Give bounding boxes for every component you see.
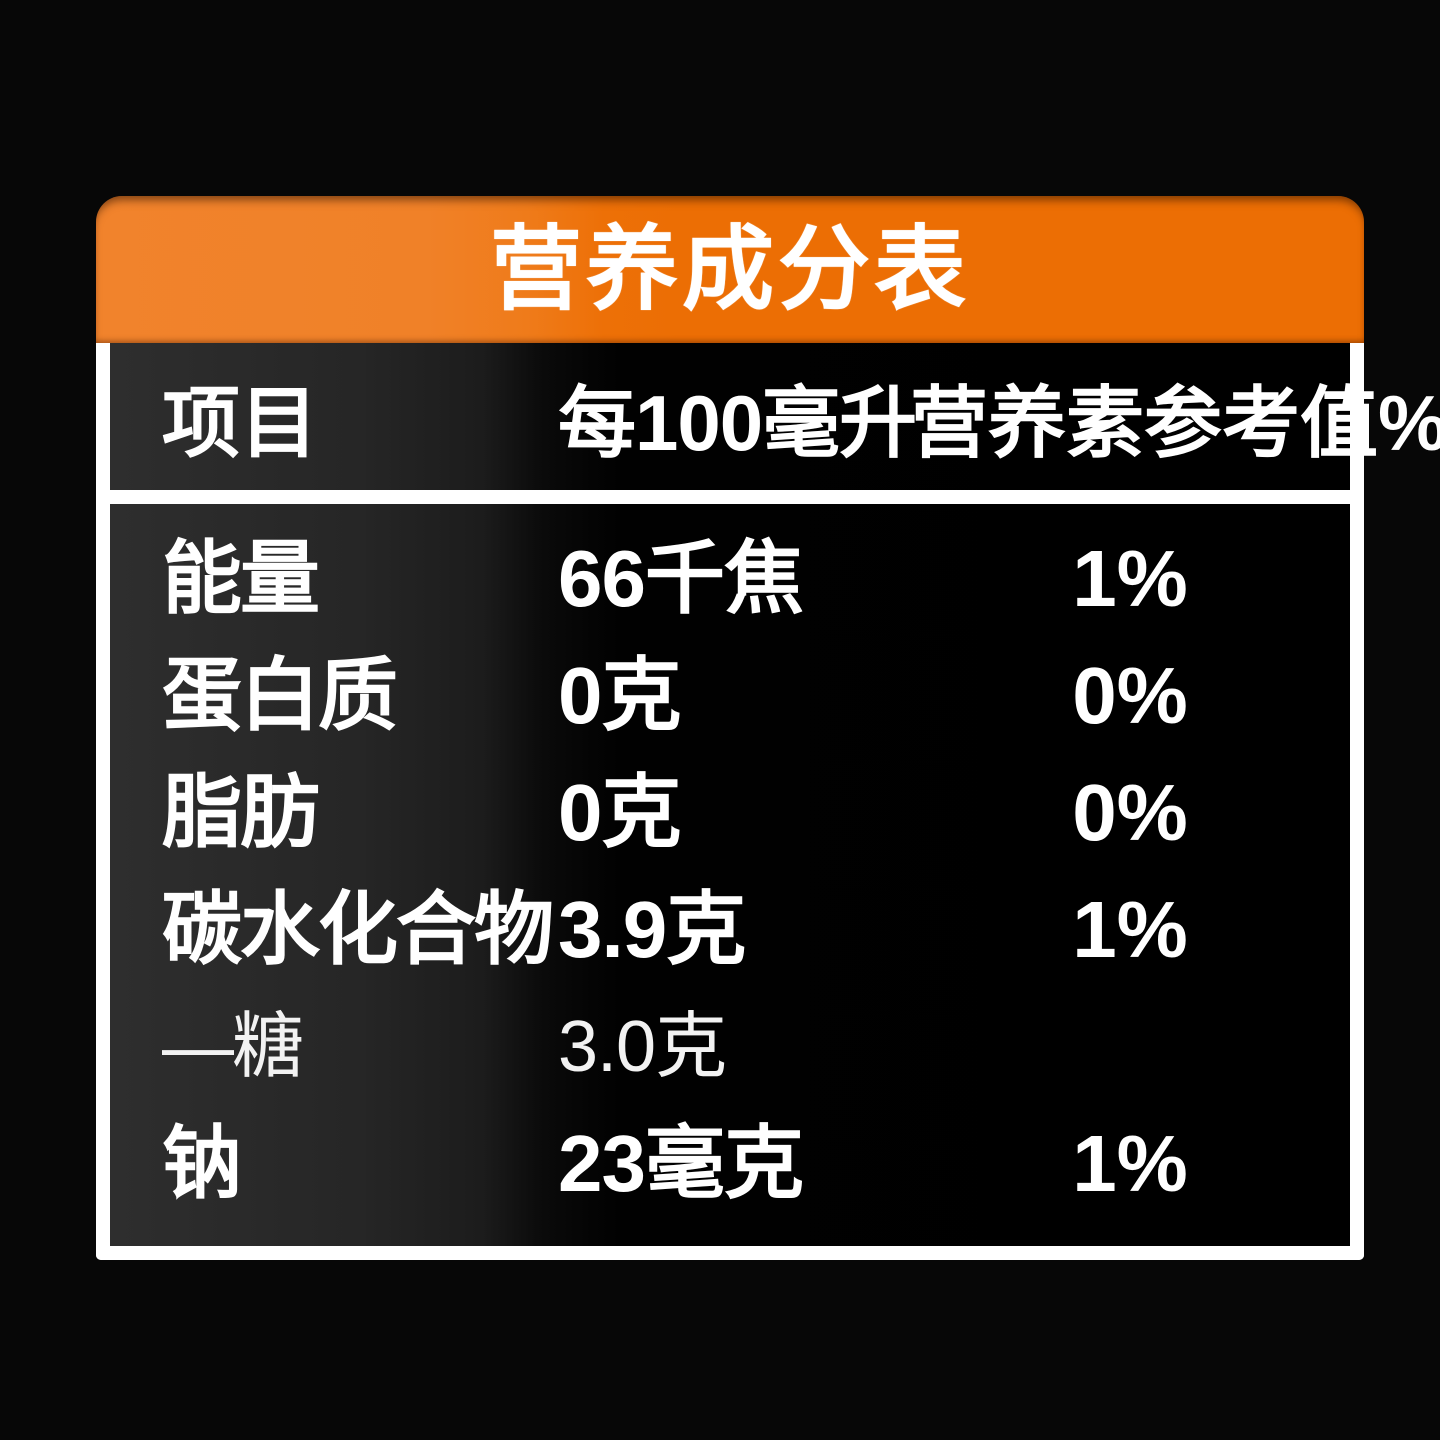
nutrient-amount: 3.9克 [558,884,746,974]
table-row-protein: 蛋白质 0克 0% [110,637,1350,754]
nutrient-label: 蛋白质 [162,650,398,740]
nutrient-amount: 0克 [558,767,682,857]
nutrition-table-title-bar: 营养成分表 [96,196,1364,343]
column-header-item: 项目 [162,378,319,467]
nutrition-table-title: 营养成分表 [489,218,970,321]
table-row-fat: 脂肪 0克 0% [110,754,1350,871]
nutrient-nrv: 1% [1072,884,1188,974]
table-row-carbohydrate: 碳水化合物 3.9克 1% [110,871,1350,988]
nutrition-table-panel: 项目 每100毫升 营养素参考值% 能量 66千焦 1% 蛋白质 0克 0% 脂… [96,343,1440,1260]
nutrient-amount: 23毫克 [558,1118,804,1208]
nutrient-label: 钠 [162,1118,242,1208]
nutrient-nrv: 1% [1072,1118,1188,1208]
nutrient-amount: 3.0克 [558,1006,727,1087]
table-row-energy: 能量 66千焦 1% [110,520,1350,637]
table-row-sugar: —糖 3.0克 [110,988,1350,1105]
nutrition-table-header-row: 项目 每100毫升 营养素参考值% [110,343,1440,490]
nutrient-label: 碳水化合物 [162,884,554,974]
nutrient-amount: 0克 [558,650,682,740]
nutrient-label: 脂肪 [162,767,320,857]
nutrient-label: —糖 [162,1006,304,1087]
nutrition-facts-table: 营养成分表 项目 每100毫升 营养素参考值% 能量 66千焦 1% 蛋白质 0… [96,196,1440,1260]
header-divider [110,490,1350,504]
nutrient-nrv: 0% [1072,650,1188,740]
column-header-nrv-percent: 营养素参考值% [910,378,1440,467]
nutrient-nrv: 0% [1072,767,1188,857]
nutrient-label: 能量 [162,533,320,623]
column-header-per-100ml: 每100毫升 [558,378,917,467]
table-row-sodium: 钠 23毫克 1% [110,1105,1350,1222]
nutrient-nrv: 1% [1072,533,1188,623]
nutrition-table-body: 能量 66千焦 1% 蛋白质 0克 0% 脂肪 0克 0% 碳水化合物 3.9克 [110,504,1350,1246]
nutrient-amount: 66千焦 [558,533,804,623]
